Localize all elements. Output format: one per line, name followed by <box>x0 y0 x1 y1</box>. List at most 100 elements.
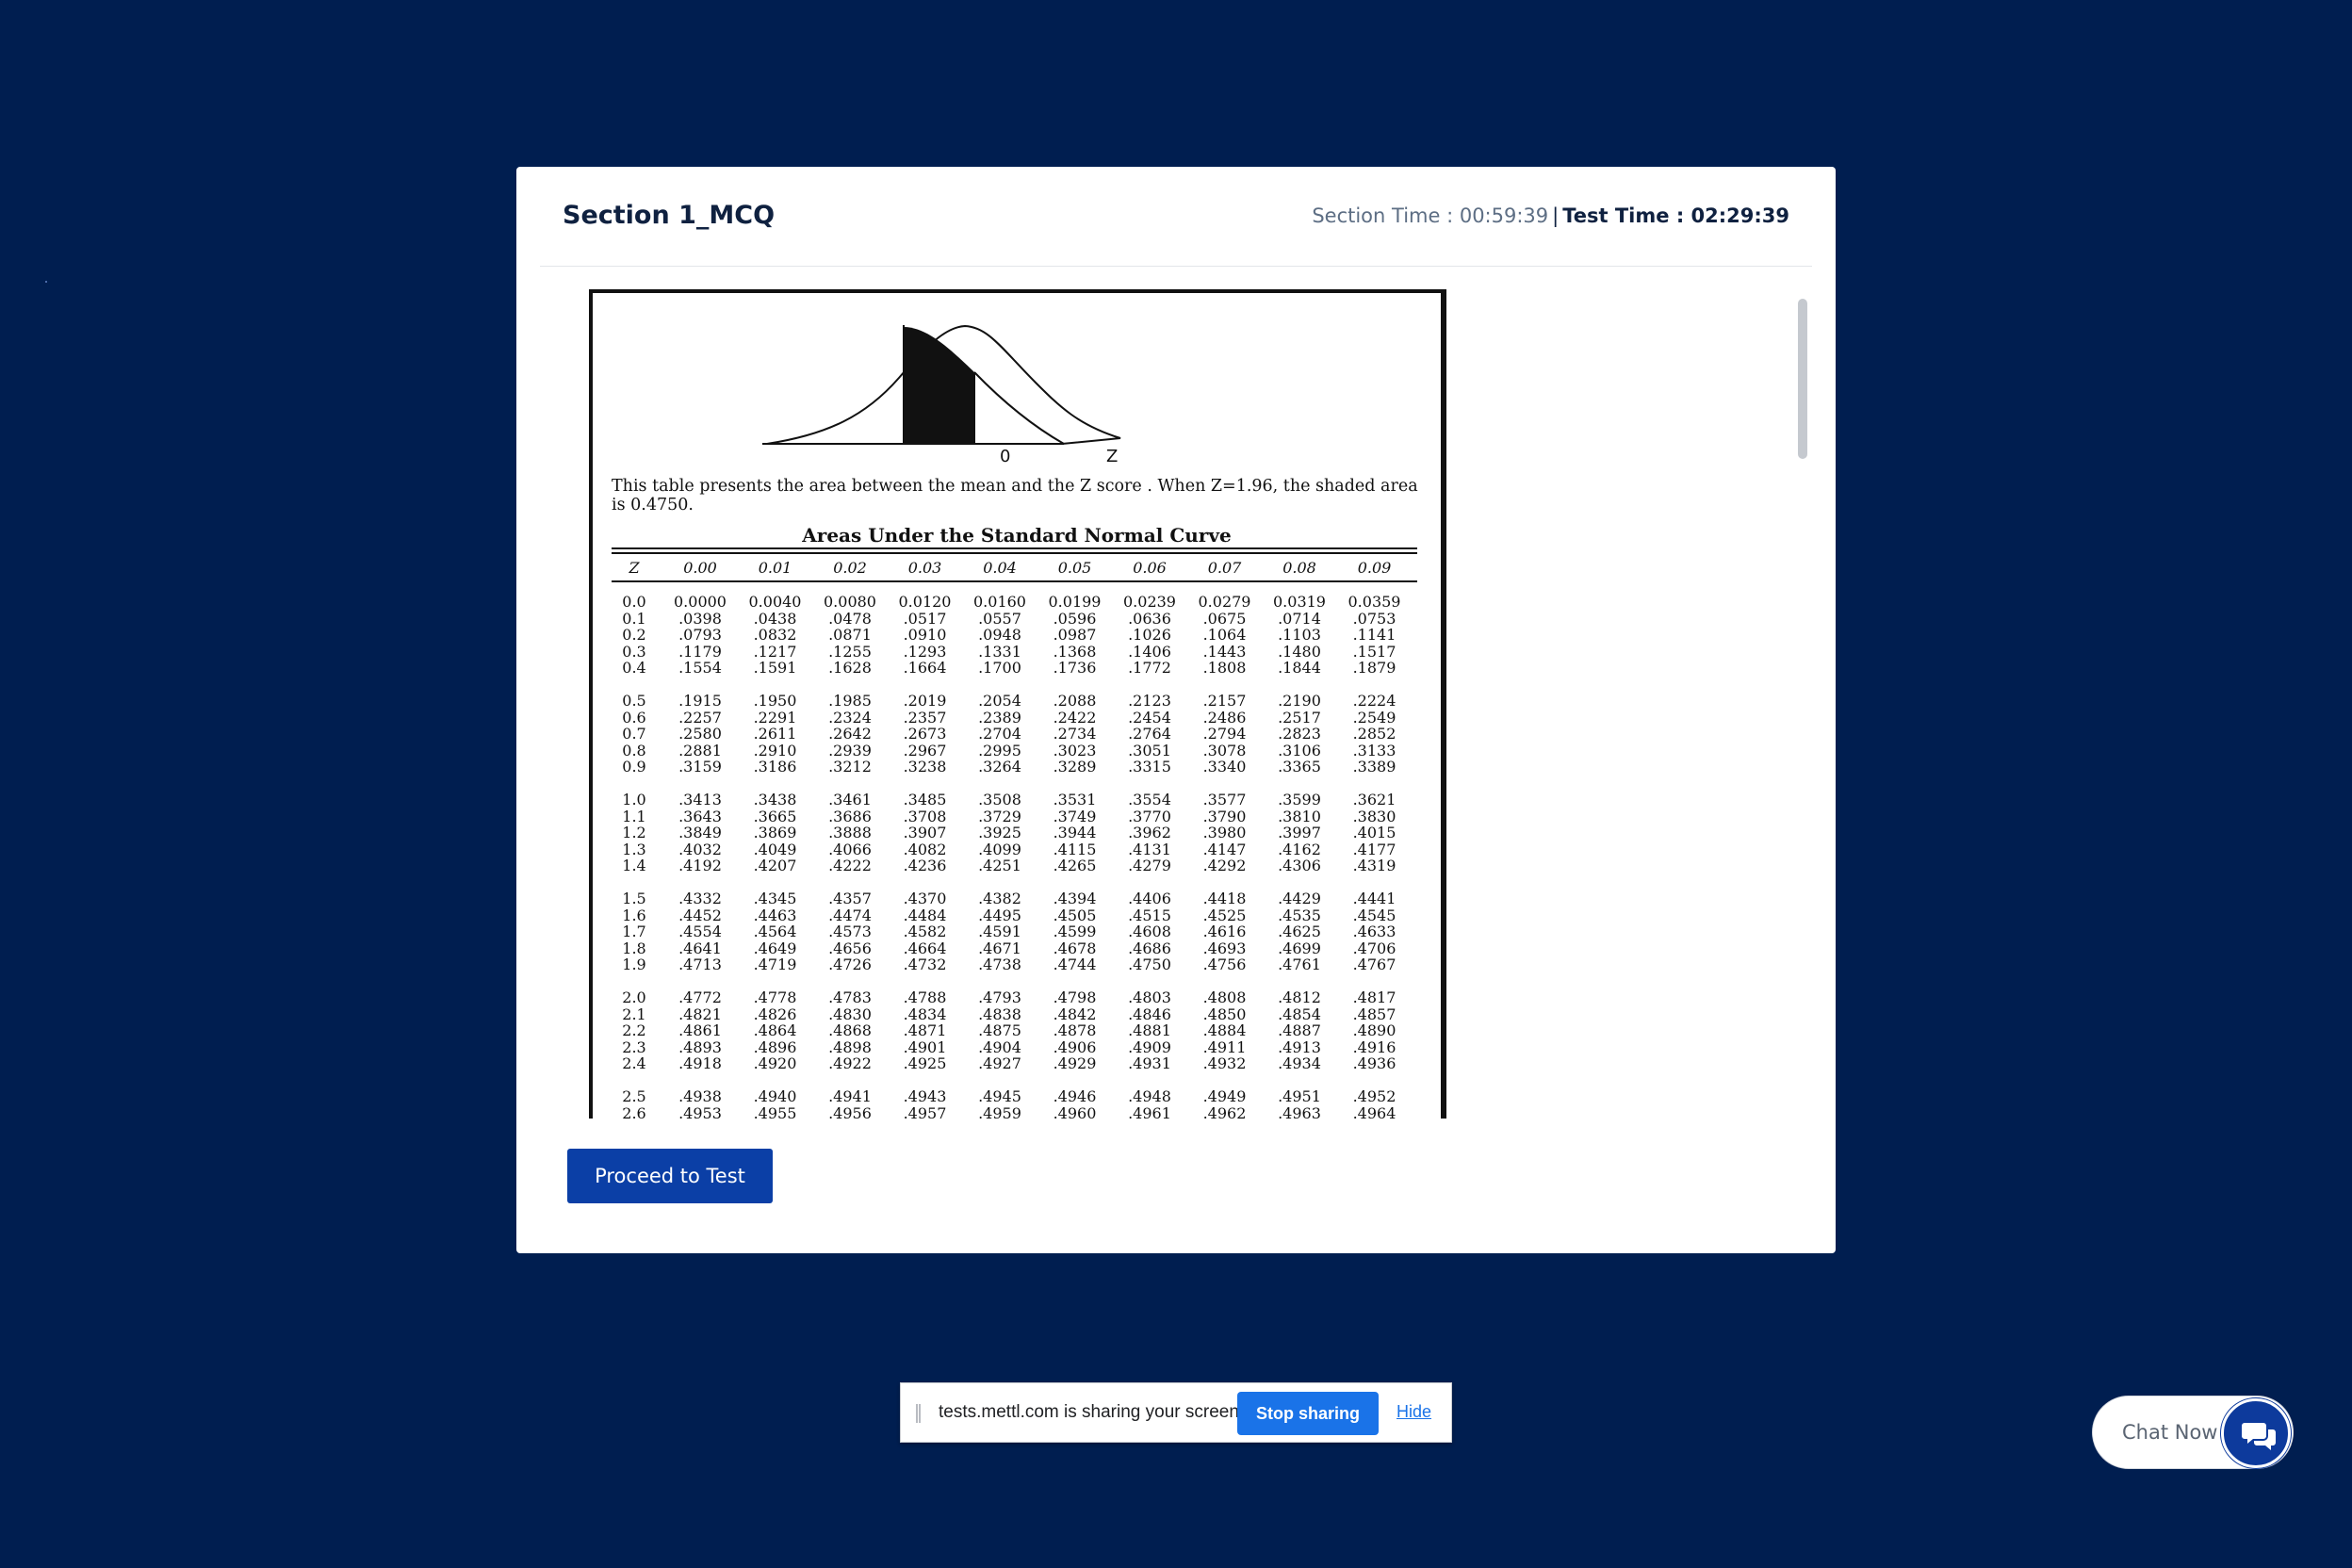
table-cell: .1985 <box>828 692 872 710</box>
table-cell: .4834 <box>903 1004 947 1023</box>
table-cell: .2823 <box>1278 725 1321 743</box>
chat-now-label[interactable]: Chat Now <box>2122 1421 2218 1444</box>
table-cell: .3621 <box>1352 791 1396 808</box>
table-cell: .3485 <box>903 791 947 808</box>
table-cell: .1950 <box>753 692 797 710</box>
z-column-header: Z <box>629 559 640 577</box>
table-cell: .4591 <box>978 923 1021 941</box>
table-cell: .4857 <box>1352 1004 1396 1023</box>
table-cell: .3810 <box>1278 807 1321 825</box>
table-cell: .4952 <box>1352 1087 1396 1105</box>
timers: Section Time : 00:59:39 | Test Time : 02:2… <box>1312 204 1789 227</box>
table-cell: .4573 <box>828 923 872 941</box>
table-cell: .4452 <box>678 906 722 924</box>
table-cell: .2704 <box>978 725 1021 743</box>
normal-curve-graphic <box>762 324 1121 445</box>
z-row-label: 1.1 <box>622 807 646 825</box>
z-row-label: 0.2 <box>622 626 646 645</box>
table-cell: .4441 <box>1352 890 1396 907</box>
table-cell: .4357 <box>828 890 872 907</box>
table-cell: .0793 <box>678 626 722 645</box>
table-cell: .4964 <box>1352 1103 1396 1119</box>
hide-link[interactable]: Hide <box>1396 1402 1432 1421</box>
z-row-label: 0.3 <box>622 642 646 661</box>
chat-now-widget[interactable]: Chat Now <box>2092 1396 2294 1469</box>
table-cell: .4015 <box>1352 824 1396 842</box>
table-cell: .1443 <box>1202 642 1247 661</box>
table-cell: .3531 <box>1053 791 1097 808</box>
chat-bubbles-icon[interactable] <box>2221 1398 2291 1468</box>
table-cell: .4788 <box>903 988 947 1006</box>
table-cell: .3888 <box>828 824 872 842</box>
table-cell: .0596 <box>1053 609 1097 628</box>
table-cell: .4927 <box>978 1054 1021 1073</box>
instructions-content[interactable]: 0 Z This table presents the area between… <box>540 289 1812 1119</box>
table-cell: 0.0239 <box>1123 593 1176 611</box>
table-cell: .4719 <box>753 956 797 974</box>
z-row-label: 1.8 <box>622 939 646 957</box>
column-header: 0.01 <box>758 559 792 577</box>
stop-sharing-button[interactable]: Stop sharing <box>1237 1392 1379 1435</box>
table-cell: .0557 <box>978 609 1021 628</box>
table-cell: .4761 <box>1278 956 1321 974</box>
table-cell: .3159 <box>678 758 722 776</box>
table-cell: .4793 <box>978 988 1021 1006</box>
table-cell: .4265 <box>1053 857 1097 875</box>
table-cell: .4319 <box>1352 857 1396 875</box>
column-header: 0.02 <box>833 559 867 577</box>
table-cell: .3665 <box>753 807 797 825</box>
drag-handle-icon[interactable] <box>916 1404 921 1423</box>
table-cell: .4945 <box>978 1087 1021 1105</box>
table-cell: .3554 <box>1128 791 1171 808</box>
table-cell: .3212 <box>828 758 872 776</box>
proceed-to-test-button[interactable]: Proceed to Test <box>567 1149 773 1203</box>
table-cell: .4929 <box>1053 1054 1097 1073</box>
table-cell: .4934 <box>1278 1054 1321 1073</box>
table-cell: .4778 <box>753 988 797 1006</box>
table-cell: .4535 <box>1278 906 1321 924</box>
table-cell: .1591 <box>753 659 797 678</box>
table-cell: .4099 <box>978 840 1021 858</box>
table-cell: .2881 <box>678 741 722 760</box>
table-cell: .4932 <box>1202 1054 1247 1073</box>
content-scrollbar[interactable] <box>1798 299 1807 459</box>
table-cell: 0.0279 <box>1198 593 1251 611</box>
table-cell: .1772 <box>1128 659 1171 678</box>
table-cell: .1368 <box>1053 642 1097 661</box>
table-cell: .4649 <box>753 939 797 957</box>
table-cell: .0948 <box>978 626 1021 645</box>
column-header: 0.07 <box>1207 559 1242 577</box>
z-row-label: 0.5 <box>622 692 646 710</box>
table-cell: .4896 <box>753 1037 797 1056</box>
table-cell: .4738 <box>978 956 1021 974</box>
table-cell: .0910 <box>903 626 947 645</box>
table-cell: .4279 <box>1128 857 1171 875</box>
table-cell: .3106 <box>1278 741 1321 760</box>
table-cell: .4817 <box>1352 988 1396 1006</box>
card-header: Section 1_MCQ Section Time : 00:59:39 | Te… <box>540 167 1812 267</box>
scrollbar-thumb[interactable] <box>1798 299 1807 459</box>
table-cell: .4370 <box>903 890 947 907</box>
table-cell: .4345 <box>753 890 797 907</box>
table-cell: .0871 <box>828 626 872 645</box>
z-row-label: 0.7 <box>622 725 646 743</box>
table-cell: .0675 <box>1202 609 1247 628</box>
table-cell: .4850 <box>1202 1004 1247 1023</box>
table-cell: .2257 <box>678 708 722 727</box>
table-cell: .1844 <box>1278 659 1321 678</box>
z-row-label: 2.6 <box>622 1103 646 1119</box>
table-cell: .2389 <box>978 708 1021 727</box>
table-cell: .4474 <box>828 906 872 924</box>
table-cell: .0636 <box>1128 609 1171 628</box>
table-cell: .0987 <box>1053 626 1097 645</box>
table-cell: .2291 <box>753 708 797 727</box>
table-cell: 0.0000 <box>674 593 727 611</box>
z-row-label: 0.1 <box>622 609 646 628</box>
table-cell: .4713 <box>678 956 722 974</box>
table-cell: .4887 <box>1278 1021 1321 1040</box>
table-cell: .2123 <box>1128 692 1171 710</box>
table-cell: .4922 <box>828 1054 872 1073</box>
table-cell: .4864 <box>753 1021 797 1040</box>
table-cell: .4904 <box>978 1037 1021 1056</box>
column-header: 0.03 <box>907 559 942 577</box>
